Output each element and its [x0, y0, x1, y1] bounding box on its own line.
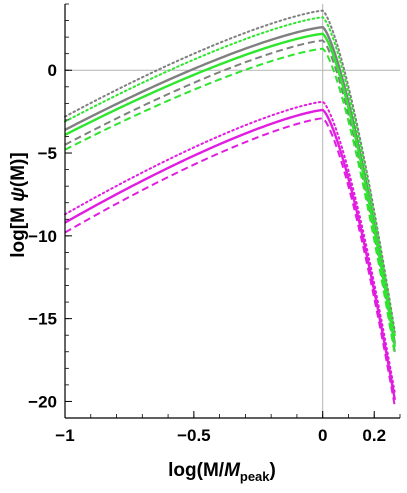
- y-tick-label: −5: [38, 144, 57, 163]
- x-axis-label-main: log(M/: [168, 460, 225, 481]
- series-line-gray-dotted: [64, 9, 396, 333]
- x-tick-label: −1: [55, 426, 74, 445]
- y-axis-label-greek: ψ: [8, 187, 29, 202]
- x-axis-label-close: ): [270, 460, 276, 481]
- plot-frame: [64, 4, 400, 419]
- series-line-green-dotted: [64, 16, 396, 337]
- y-axis-label-main: log[M: [8, 202, 29, 258]
- y-tick-label: −20: [28, 392, 57, 411]
- x-axis-label-italic: M: [224, 460, 241, 481]
- series-line-magenta-dashed: [64, 117, 396, 407]
- x-tick-label: 0.2: [362, 426, 386, 445]
- ticks-layer: −1 −0.5 0 0.2 0 −5 −10 −15 −20: [28, 3, 401, 445]
- series-line-green-dashed: [64, 47, 396, 356]
- y-axis-label: log[M ψ(M)]: [8, 152, 29, 257]
- reference-lines: [65, 4, 400, 418]
- y-tick-label: 0: [48, 61, 57, 80]
- x-tick-label: −0.5: [177, 426, 211, 445]
- y-axis-label-close: (M)]: [8, 152, 29, 187]
- x-axis-label: log(M/Mpeak): [168, 460, 276, 484]
- series-line-magenta-dotted: [64, 100, 396, 395]
- series-line-green-solid: [64, 32, 397, 347]
- y-tick-label: −15: [28, 310, 57, 329]
- x-axis-label-sub: peak: [240, 469, 270, 484]
- y-tick-label: −10: [28, 227, 57, 246]
- series-line-magenta-solid: [64, 108, 397, 400]
- x-tick-label: 0: [318, 426, 327, 445]
- series-layer: [64, 9, 397, 407]
